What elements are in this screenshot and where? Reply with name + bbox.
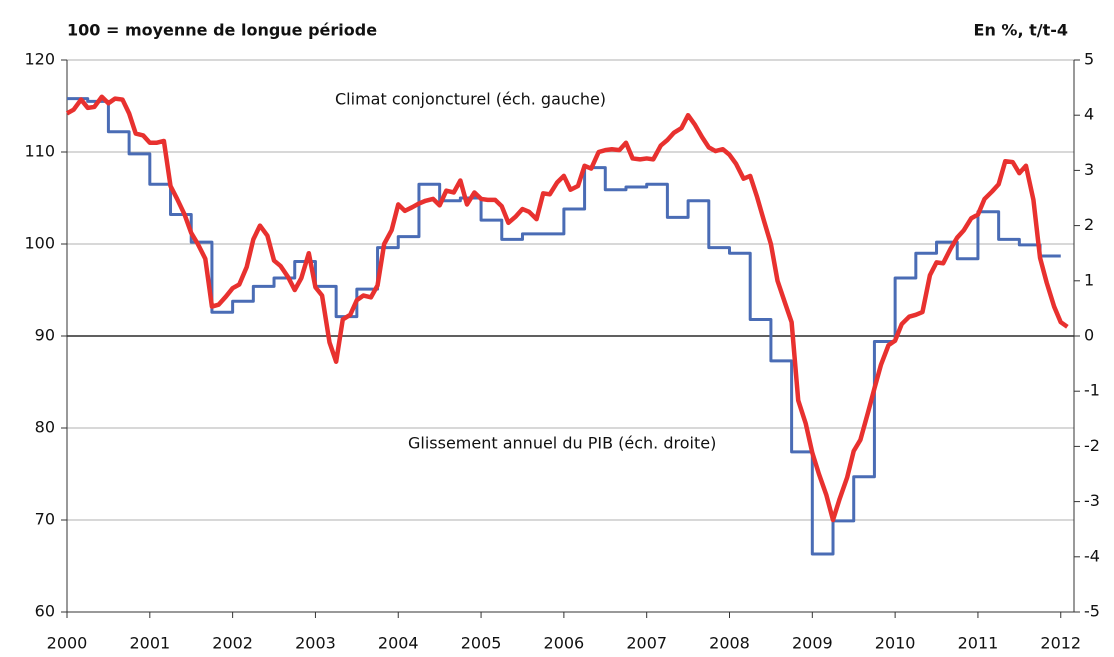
annotation: Climat conjoncturel (éch. gauche) xyxy=(335,90,606,109)
y2-tick-label: 2 xyxy=(1084,215,1094,234)
y2-tick-label: 4 xyxy=(1084,105,1094,124)
y2-tick-label: 0 xyxy=(1084,326,1094,345)
y2-tick-label: -2 xyxy=(1084,436,1100,455)
y2-tick-label: 5 xyxy=(1084,50,1094,69)
series-line xyxy=(67,97,1061,556)
x-tick-label: 2007 xyxy=(626,634,667,653)
y2-tick-label: 3 xyxy=(1084,160,1094,179)
y-tick-label: 90 xyxy=(35,326,55,345)
y2-tick-label: -1 xyxy=(1084,381,1100,400)
x-tick-label: 2005 xyxy=(461,634,502,653)
x-tick-label: 2010 xyxy=(875,634,916,653)
x-tick-label: 2002 xyxy=(212,634,253,653)
y-tick-label: 70 xyxy=(35,510,55,529)
x-tick-label: 2004 xyxy=(378,634,419,653)
x-tick-label: 2001 xyxy=(129,634,170,653)
y-tick-label: 110 xyxy=(24,142,55,161)
x-tick-label: 2003 xyxy=(295,634,336,653)
x-tick-label: 2012 xyxy=(1040,634,1081,653)
x-tick-label: 2009 xyxy=(792,634,833,653)
y2-tick-label: -5 xyxy=(1084,602,1100,621)
y-tick-label: 120 xyxy=(24,50,55,69)
x-tick-label: 2011 xyxy=(958,634,999,653)
x-tick-label: 2008 xyxy=(709,634,750,653)
left-axis-title: 100 = moyenne de longue période xyxy=(67,21,377,40)
annotation: Glissement annuel du PIB (éch. droite) xyxy=(408,434,716,453)
x-tick-label: 2000 xyxy=(47,634,88,653)
y-tick-label: 80 xyxy=(35,418,55,437)
right-axis-title: En %, t/t-4 xyxy=(974,21,1068,40)
series-line xyxy=(65,94,1069,523)
y2-tick-label: -3 xyxy=(1084,491,1100,510)
y2-tick-label: 1 xyxy=(1084,270,1094,289)
y-tick-label: 60 xyxy=(35,602,55,621)
y-tick-label: 100 xyxy=(24,234,55,253)
y2-tick-label: -4 xyxy=(1084,546,1100,565)
x-tick-label: 2006 xyxy=(544,634,585,653)
